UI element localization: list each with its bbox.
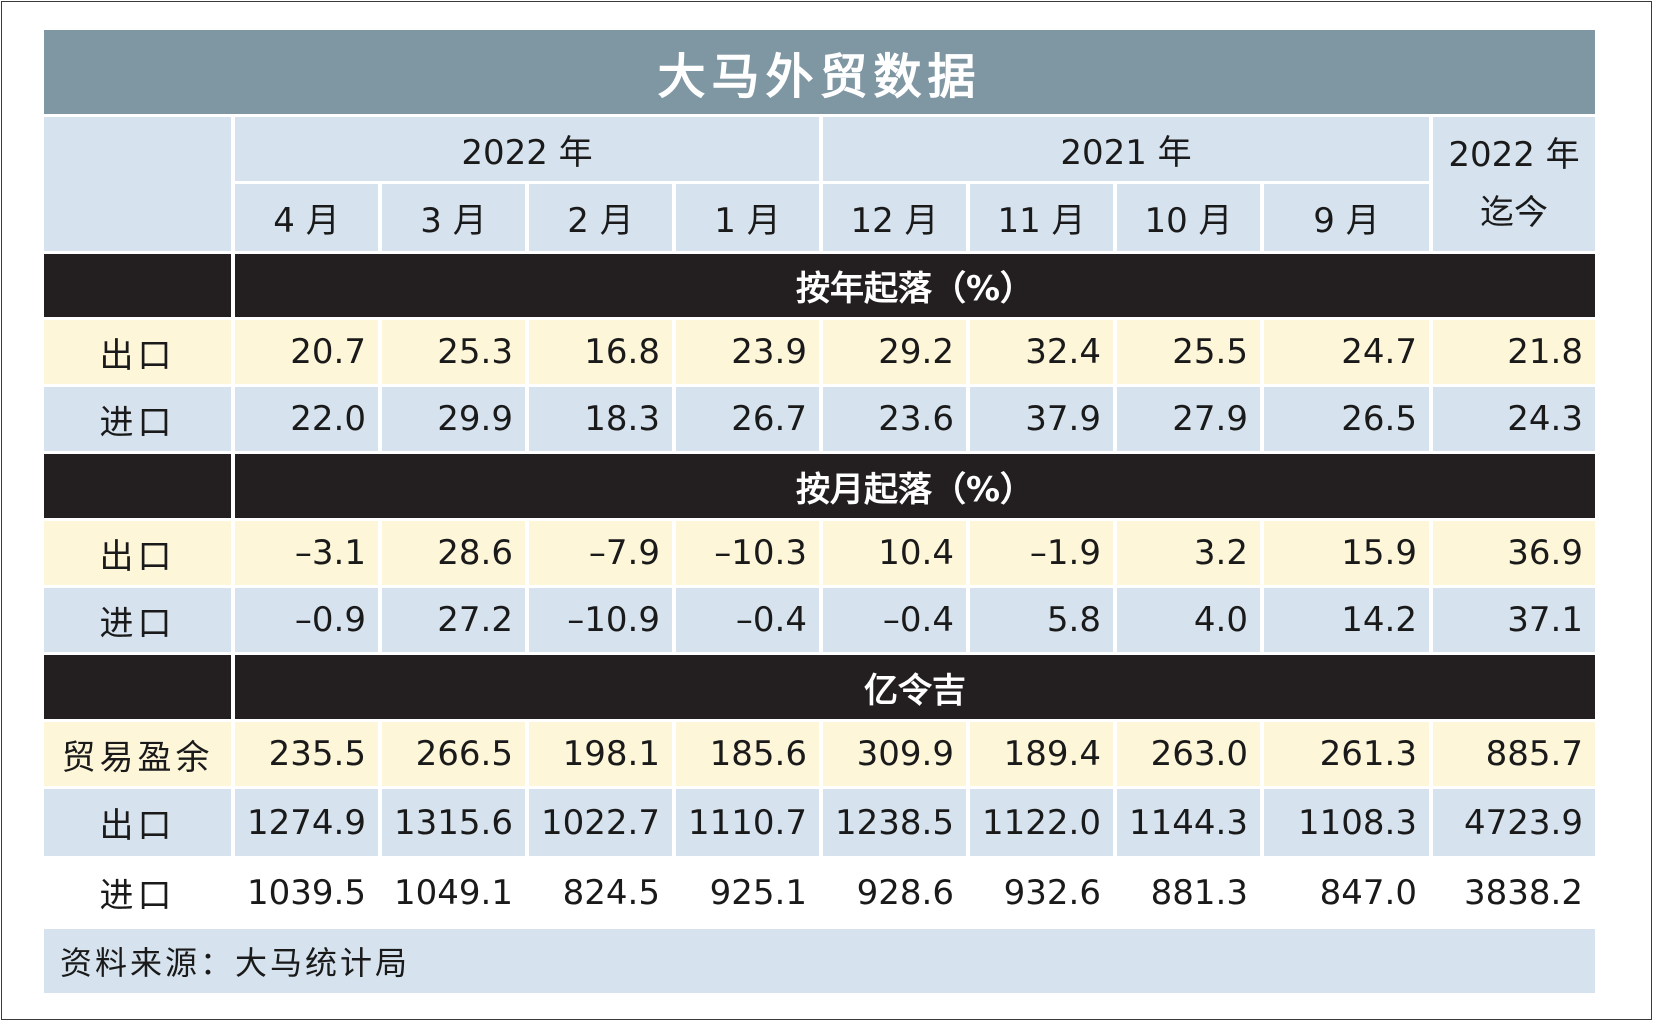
section-heading-yoy: 按年起落（%） <box>235 254 1595 317</box>
table-cell: 185.6 <box>676 722 819 786</box>
table-title: 大马外贸数据 <box>44 30 1595 114</box>
ytd-header-label: 迄今 <box>1480 193 1548 233</box>
table-cell: 1144.3 <box>1117 789 1260 856</box>
month-header: 3 月 <box>382 184 525 251</box>
table-cell: 266.5 <box>382 722 525 786</box>
year-header-2022: 2022 年 <box>235 117 819 181</box>
table-cell: 932.6 <box>970 859 1113 926</box>
header-corner <box>44 117 231 251</box>
table-cell: 10.4 <box>823 521 966 585</box>
table-cell-ytd: 4723.9 <box>1433 789 1595 856</box>
table-cell: 23.9 <box>676 320 819 384</box>
table-cell: 198.1 <box>529 722 672 786</box>
table-cell: 28.6 <box>382 521 525 585</box>
table-cell: 1315.6 <box>382 789 525 856</box>
table-cell: 235.5 <box>235 722 378 786</box>
table-cell: 29.9 <box>382 387 525 451</box>
ytd-header: 2022 年 迄今 <box>1433 117 1595 251</box>
table-cell: 309.9 <box>823 722 966 786</box>
table-cell: 24.7 <box>1264 320 1429 384</box>
table-cell: 1022.7 <box>529 789 672 856</box>
month-header: 1 月 <box>676 184 819 251</box>
row-label: 进口 <box>44 859 231 926</box>
table-cell-ytd: 3838.2 <box>1433 859 1595 926</box>
table-cell: 1108.3 <box>1264 789 1429 856</box>
table-cell: 15.9 <box>1264 521 1429 585</box>
trade-data-table: 大马外贸数据 2022 年 2021 年 2022 年 迄今 4 月 3 月 2… <box>44 30 1615 993</box>
table-cell: 29.2 <box>823 320 966 384</box>
table-cell: 263.0 <box>1117 722 1260 786</box>
month-header: 10 月 <box>1117 184 1260 251</box>
table-cell: –10.9 <box>529 588 672 652</box>
section-heading-value: 亿令吉 <box>235 655 1595 719</box>
table-cell: 3.2 <box>1117 521 1260 585</box>
table-cell: –0.9 <box>235 588 378 652</box>
table-cell-ytd: 36.9 <box>1433 521 1595 585</box>
month-header: 12 月 <box>823 184 966 251</box>
year-header-2021: 2021 年 <box>823 117 1429 181</box>
month-header: 4 月 <box>235 184 378 251</box>
section-heading-spacer <box>44 655 231 719</box>
table-cell: 25.5 <box>1117 320 1260 384</box>
table-cell: 20.7 <box>235 320 378 384</box>
table-cell: 14.2 <box>1264 588 1429 652</box>
table-cell: 22.0 <box>235 387 378 451</box>
table-cell: 1238.5 <box>823 789 966 856</box>
table-cell: 23.6 <box>823 387 966 451</box>
row-label: 出口 <box>44 320 231 384</box>
table-cell-ytd: 21.8 <box>1433 320 1595 384</box>
month-header: 11 月 <box>970 184 1113 251</box>
row-label: 进口 <box>44 588 231 652</box>
table-cell: 37.9 <box>970 387 1113 451</box>
table-cell: 1049.1 <box>382 859 525 926</box>
table-cell: 881.3 <box>1117 859 1260 926</box>
section-heading-mom: 按月起落（%） <box>235 454 1595 518</box>
month-header: 2 月 <box>529 184 672 251</box>
table-cell: 824.5 <box>529 859 672 926</box>
table-cell: 16.8 <box>529 320 672 384</box>
table-cell: 928.6 <box>823 859 966 926</box>
table-cell: 18.3 <box>529 387 672 451</box>
table-cell: 5.8 <box>970 588 1113 652</box>
row-label: 进口 <box>44 387 231 451</box>
table-cell: 27.2 <box>382 588 525 652</box>
table-cell: –10.3 <box>676 521 819 585</box>
row-label: 贸易盈余 <box>44 722 231 786</box>
table-cell: –0.4 <box>823 588 966 652</box>
row-label: 出口 <box>44 789 231 856</box>
table-cell: 32.4 <box>970 320 1113 384</box>
ytd-header-year: 2022 年 <box>1448 135 1580 175</box>
table-cell: 4.0 <box>1117 588 1260 652</box>
row-label: 出口 <box>44 521 231 585</box>
section-heading-spacer <box>44 254 231 317</box>
table-cell: 25.3 <box>382 320 525 384</box>
table-cell: 26.7 <box>676 387 819 451</box>
month-header: 9 月 <box>1264 184 1429 251</box>
table-cell: 27.9 <box>1117 387 1260 451</box>
table-cell: –0.4 <box>676 588 819 652</box>
table-cell: 1274.9 <box>235 789 378 856</box>
table-cell: –1.9 <box>970 521 1113 585</box>
table-cell: 261.3 <box>1264 722 1429 786</box>
section-heading-spacer <box>44 454 231 518</box>
table-cell: 1110.7 <box>676 789 819 856</box>
source-note: 资料来源：大马统计局 <box>44 929 1595 993</box>
table-cell: –3.1 <box>235 521 378 585</box>
table-cell: 26.5 <box>1264 387 1429 451</box>
table-cell: 1039.5 <box>235 859 378 926</box>
table-cell: 1122.0 <box>970 789 1113 856</box>
table-cell: 847.0 <box>1264 859 1429 926</box>
table-cell-ytd: 37.1 <box>1433 588 1595 652</box>
table-cell-ytd: 885.7 <box>1433 722 1595 786</box>
table-cell: –7.9 <box>529 521 672 585</box>
table-cell: 925.1 <box>676 859 819 926</box>
table-cell-ytd: 24.3 <box>1433 387 1595 451</box>
table-cell: 189.4 <box>970 722 1113 786</box>
